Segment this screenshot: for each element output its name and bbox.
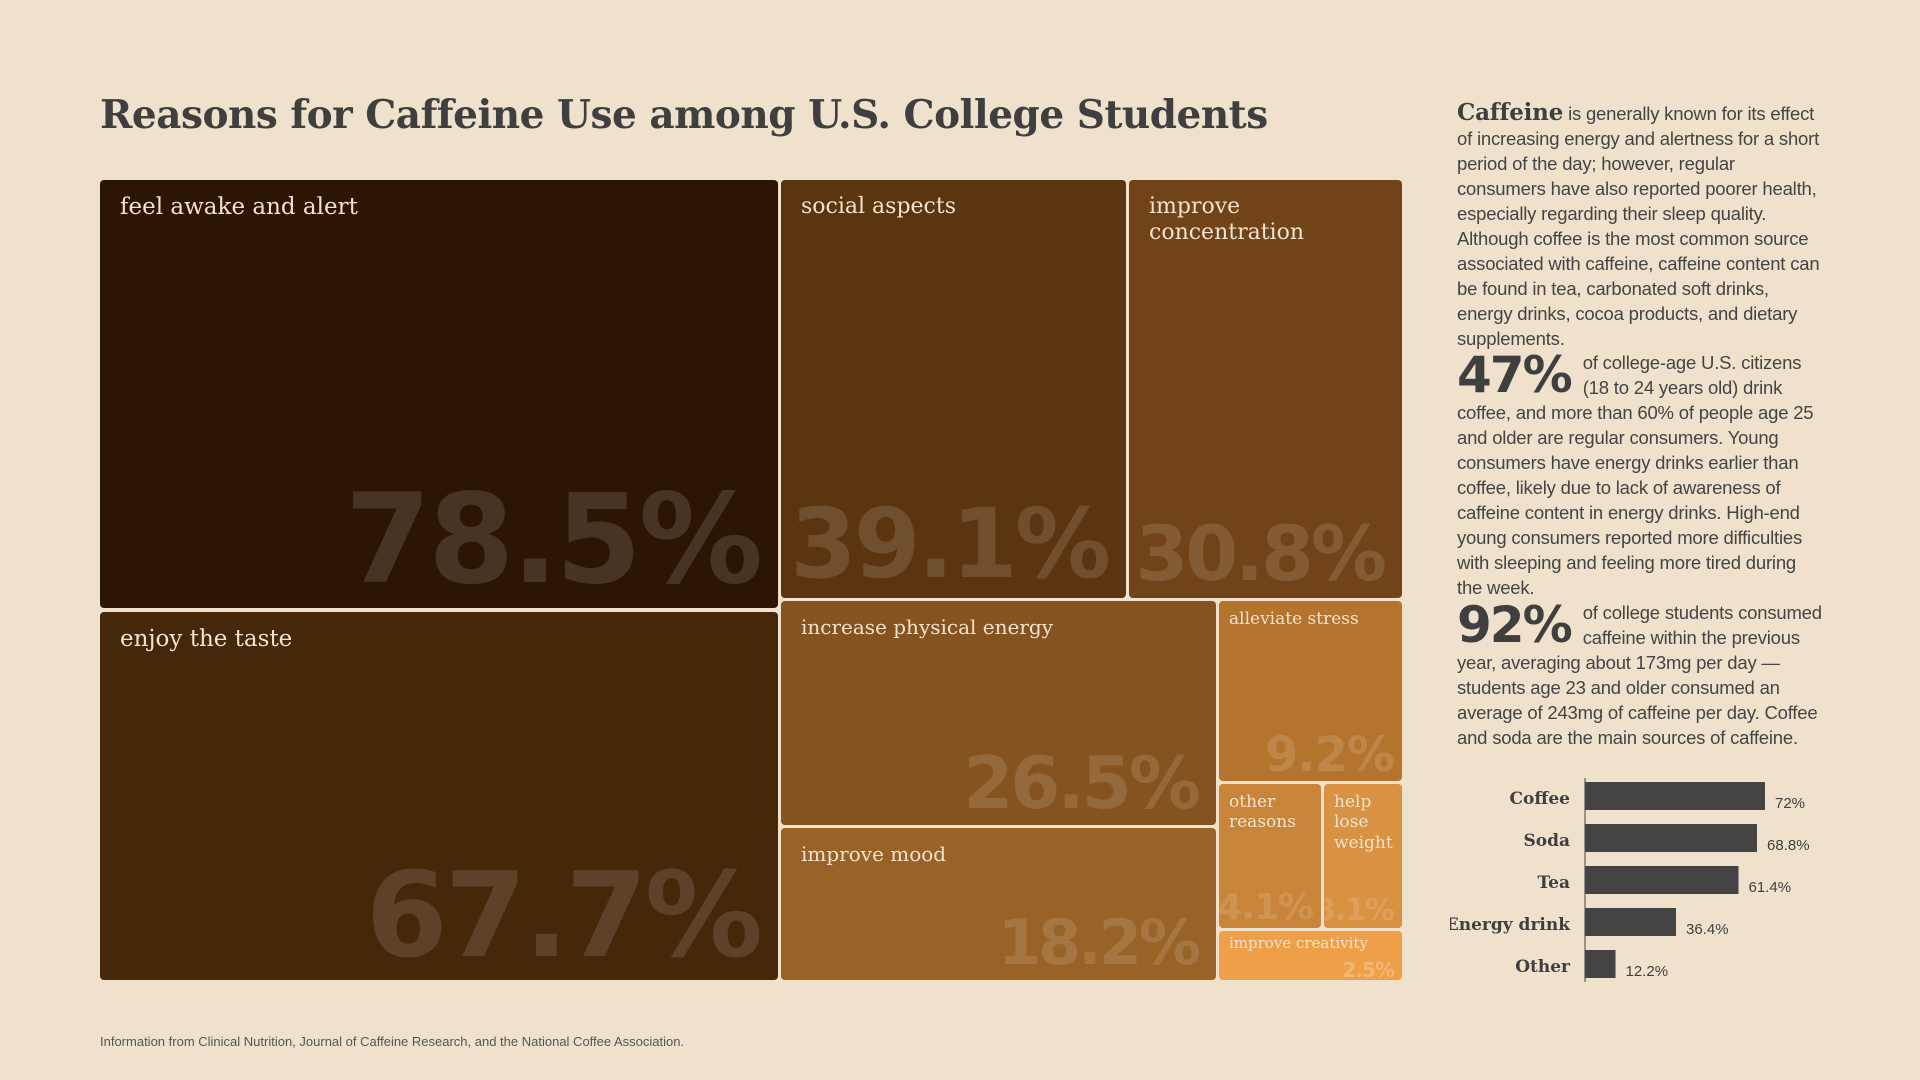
bar-energy-drink [1585, 908, 1676, 936]
treemap-label: improve concentration [1149, 194, 1305, 246]
bar-soda [1585, 824, 1757, 852]
treemap-tile-enjoy-the-taste: enjoy the taste 67.7% [100, 612, 778, 980]
treemap-tile-alleviate-stress: alleviate stress 9.2% [1219, 601, 1402, 781]
treemap-value-label: 30.8% [1135, 509, 1387, 598]
page-title: Reasons for Caffeine Use among U.S. Coll… [100, 92, 1268, 138]
treemap-tile-improve-creativity: improve creativity 2.5% [1219, 931, 1402, 980]
treemap-tile-increase-physical-energy: increase physical energy 26.5% [781, 601, 1216, 825]
bar-category-label: Coffee [1510, 789, 1571, 809]
treemap-label: feel awake and alert [120, 194, 358, 220]
treemap-label: alleviate stress [1229, 609, 1359, 629]
treemap-label: improve creativity [1229, 934, 1368, 952]
treemap-tile-feel-awake-and-alert: feel awake and alert 78.5% [100, 180, 778, 608]
coffee-stat-text: of college-age U.S. citizens (18 to 24 y… [1457, 352, 1814, 598]
treemap-tile-improve-concentration: improve concentration 30.8% [1129, 180, 1402, 598]
bar-coffee [1585, 782, 1765, 810]
bar-category-label: Energy drink [1450, 915, 1571, 935]
stat-92-percent: 92% [1457, 596, 1573, 654]
bar-value-label: 72% [1775, 795, 1805, 812]
treemap-tile-other-reasons: other reasons 4.1% [1219, 784, 1321, 928]
treemap-tile-improve-mood: improve mood 18.2% [781, 828, 1216, 980]
treemap-label: increase physical energy [801, 615, 1053, 639]
treemap-tile-social-aspects: social aspects 39.1% [781, 180, 1126, 598]
treemap-label: help lose weight [1334, 792, 1393, 853]
caffeine-lead-word: Caffeine [1457, 99, 1564, 126]
bar-category-label: Soda [1523, 831, 1570, 851]
bar-value-label: 12.2% [1626, 963, 1669, 980]
bar-tea [1585, 866, 1739, 894]
treemap-value-label: 78.5% [344, 468, 763, 608]
caffeine-intro-paragraph: Caffeine is generally known for its effe… [1457, 100, 1823, 351]
bar-value-label: 36.4% [1686, 921, 1729, 938]
consumption-stat-paragraph: 92% of college students consumed caffeine… [1457, 600, 1823, 750]
treemap-label: improve mood [801, 842, 947, 866]
treemap-label: other reasons [1229, 792, 1296, 833]
stat-47-percent: 47% [1457, 346, 1573, 404]
treemap-value-label: 2.5% [1342, 958, 1395, 980]
treemap-value-label: 26.5% [963, 741, 1201, 825]
treemap-value-label: 9.2% [1264, 727, 1395, 781]
treemap-value-label: 4.1% [1219, 887, 1314, 928]
caffeine-intro-text: is generally known for its effect of inc… [1457, 103, 1820, 349]
coffee-stat-paragraph: 47% of college-age U.S. citizens (18 to 2… [1457, 350, 1823, 600]
source-footnote: Information from Clinical Nutrition, Jou… [100, 1034, 685, 1049]
treemap-label: enjoy the taste [120, 626, 293, 652]
bar-value-label: 61.4% [1749, 879, 1792, 896]
treemap-value-label: 18.2% [997, 906, 1201, 979]
bar-other [1585, 950, 1616, 978]
treemap-label: social aspects [801, 194, 956, 219]
treemap-value-label: 67.7% [365, 846, 763, 980]
treemap-tile-help-lose-weight: help lose weight 3.1% [1324, 784, 1402, 928]
caffeine-sources-bar-chart: Coffee 72% Soda 68.8% Tea 61.4% Energy drink 36… [1450, 778, 1810, 982]
bar-category-label: Tea [1537, 873, 1570, 893]
treemap-value-label: 3.1% [1324, 893, 1395, 928]
treemap-value-label: 39.1% [789, 488, 1111, 598]
bar-category-label: Other [1515, 957, 1571, 977]
bar-value-label: 68.8% [1767, 837, 1810, 854]
consumption-stat-text: of college students consumed caffeine wi… [1457, 602, 1822, 748]
